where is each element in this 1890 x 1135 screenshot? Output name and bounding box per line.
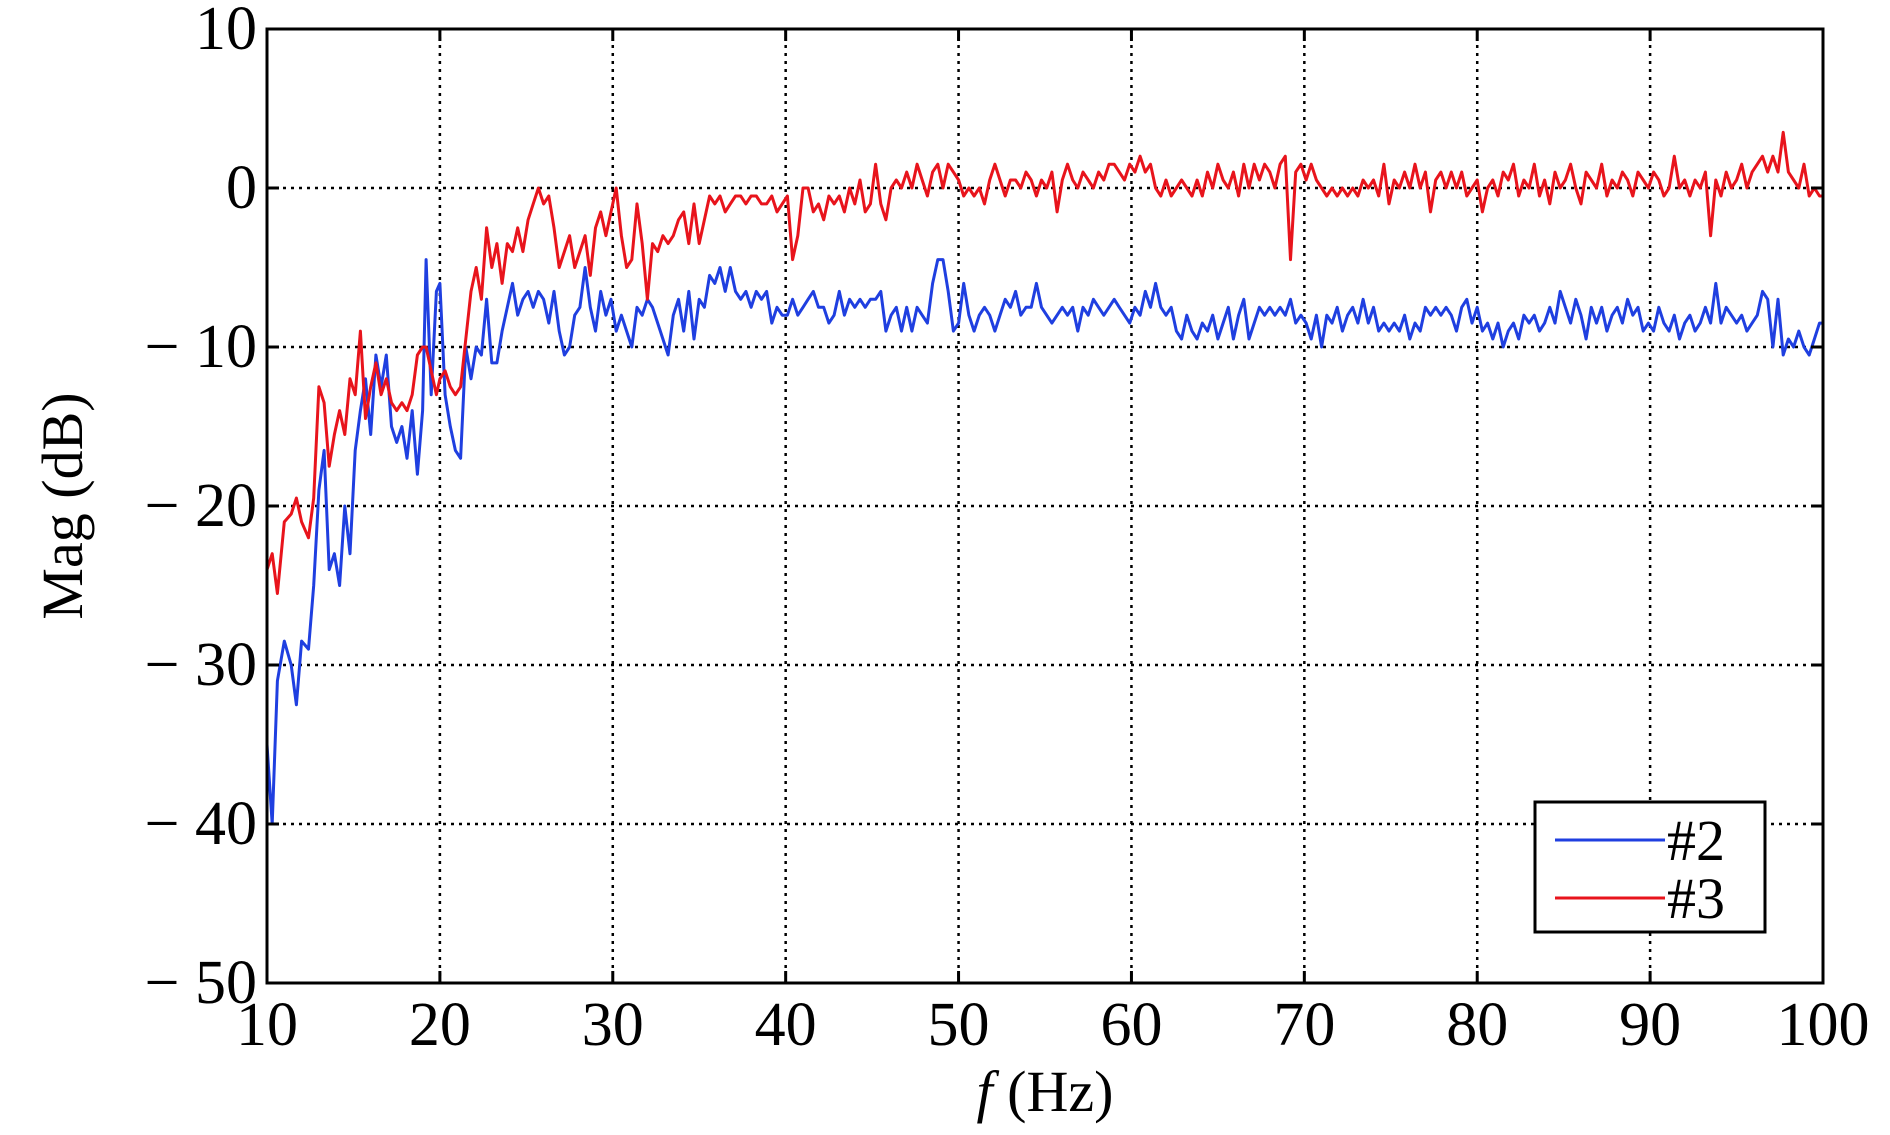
legend-label: #3 bbox=[1667, 866, 1725, 931]
legend-label: #2 bbox=[1667, 808, 1725, 873]
x-tick-label: 10 bbox=[236, 991, 298, 1059]
x-axis-title-unit: (Hz) bbox=[993, 1059, 1114, 1124]
x-tick-label: 50 bbox=[928, 991, 990, 1059]
y-tick-label: − 40 bbox=[145, 790, 257, 858]
x-tick-label: 20 bbox=[409, 991, 471, 1059]
x-tick-label: 30 bbox=[582, 991, 644, 1059]
x-tick-label: 70 bbox=[1273, 991, 1335, 1059]
legend-box bbox=[1533, 800, 1767, 934]
legend: #2#3 bbox=[1533, 800, 1767, 934]
y-tick-label: − 20 bbox=[145, 472, 257, 540]
y-tick-label: − 30 bbox=[145, 631, 257, 699]
series-line-3 bbox=[265, 130, 1823, 595]
x-tick-label: 80 bbox=[1446, 991, 1508, 1059]
y-axis-title: Mag (dB) bbox=[30, 392, 95, 619]
x-axis-title: f (Hz) bbox=[977, 1059, 1114, 1124]
x-tick-label: 90 bbox=[1619, 991, 1681, 1059]
series-layer bbox=[265, 130, 1823, 826]
y-tick-label: − 50 bbox=[145, 949, 257, 1017]
x-tick-label: 100 bbox=[1777, 991, 1870, 1059]
y-tick-label: 10 bbox=[195, 0, 257, 63]
series-line-2 bbox=[265, 258, 1823, 826]
x-tick-label: 60 bbox=[1100, 991, 1162, 1059]
y-tick-label: 0 bbox=[226, 154, 257, 222]
x-tick-label: 40 bbox=[755, 991, 817, 1059]
y-tick-label: − 10 bbox=[145, 313, 257, 381]
